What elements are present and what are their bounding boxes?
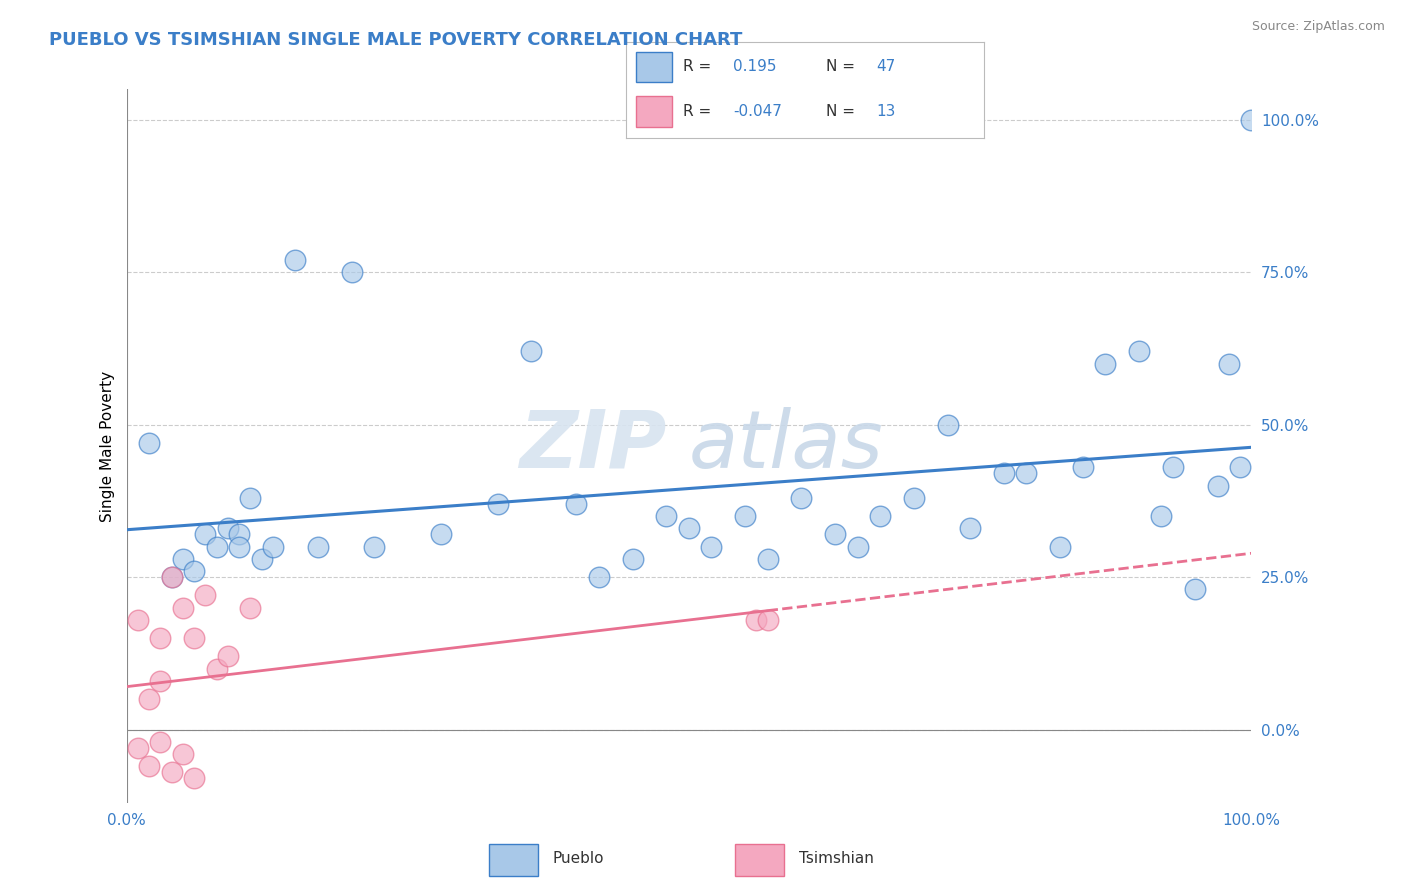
Point [869,509,891,524]
Point [183,631,205,645]
Point [655,509,678,524]
Point [194,589,217,603]
Point [1128,344,1150,359]
Point [172,747,194,761]
Bar [734,844,785,876]
Point [1218,357,1240,371]
Point [183,564,205,578]
Point [149,631,172,645]
Point [239,600,262,615]
Point [262,540,284,554]
Point [520,344,543,359]
Text: Source: ZipAtlas.com: Source: ZipAtlas.com [1251,20,1385,33]
Bar [637,52,672,82]
Bar [489,844,538,876]
Point [307,540,329,554]
Text: Tsimshian: Tsimshian [799,851,873,866]
Point [430,527,453,541]
Text: atlas: atlas [689,407,884,485]
Point [565,497,588,511]
Point [194,527,217,541]
Point [1150,509,1173,524]
Point [228,540,250,554]
Point [228,527,250,541]
Point [700,540,723,554]
Point [284,252,307,267]
Point [127,613,149,627]
Point [993,467,1015,481]
Text: 47: 47 [877,60,896,74]
Point [824,527,846,541]
Point [745,613,768,627]
Text: -0.047: -0.047 [734,103,782,119]
Bar [637,95,672,127]
Point [138,759,160,773]
Point [160,570,183,584]
Point [1229,460,1251,475]
Text: 13: 13 [877,103,896,119]
Point [205,540,228,554]
Point [217,521,239,535]
Point [903,491,925,505]
Point [846,540,869,554]
Point [205,662,228,676]
Point [149,735,172,749]
Text: Pueblo: Pueblo [553,851,605,866]
Point [138,692,160,706]
Point [790,491,813,505]
Y-axis label: Single Male Poverty: Single Male Poverty [100,370,115,522]
Point [160,765,183,780]
Point [588,570,610,584]
Point [172,600,194,615]
Point [340,265,363,279]
Text: N =: N = [827,60,855,74]
Text: ZIP: ZIP [519,407,666,485]
Point [250,551,273,566]
Point [172,551,194,566]
Point [959,521,981,535]
Point [239,491,262,505]
Text: R =: R = [683,103,711,119]
Point [678,521,700,535]
Text: R =: R = [683,60,711,74]
Point [734,509,756,524]
Point [1206,478,1229,492]
Point [1184,582,1206,597]
Point [138,436,160,450]
Text: N =: N = [827,103,855,119]
Point [127,740,149,755]
Point [1161,460,1184,475]
Point [1015,467,1038,481]
Point [183,772,205,786]
Text: PUEBLO VS TSIMSHIAN SINGLE MALE POVERTY CORRELATION CHART: PUEBLO VS TSIMSHIAN SINGLE MALE POVERTY … [49,31,742,49]
Point [1094,357,1116,371]
Point [1240,112,1263,127]
Text: 0.195: 0.195 [734,60,776,74]
Point [217,649,239,664]
Point [149,673,172,688]
Point [756,613,779,627]
Point [1071,460,1094,475]
Point [363,540,385,554]
Point [621,551,644,566]
Point [936,417,959,432]
Point [1049,540,1071,554]
Point [160,570,183,584]
Point [756,551,779,566]
Point [486,497,509,511]
